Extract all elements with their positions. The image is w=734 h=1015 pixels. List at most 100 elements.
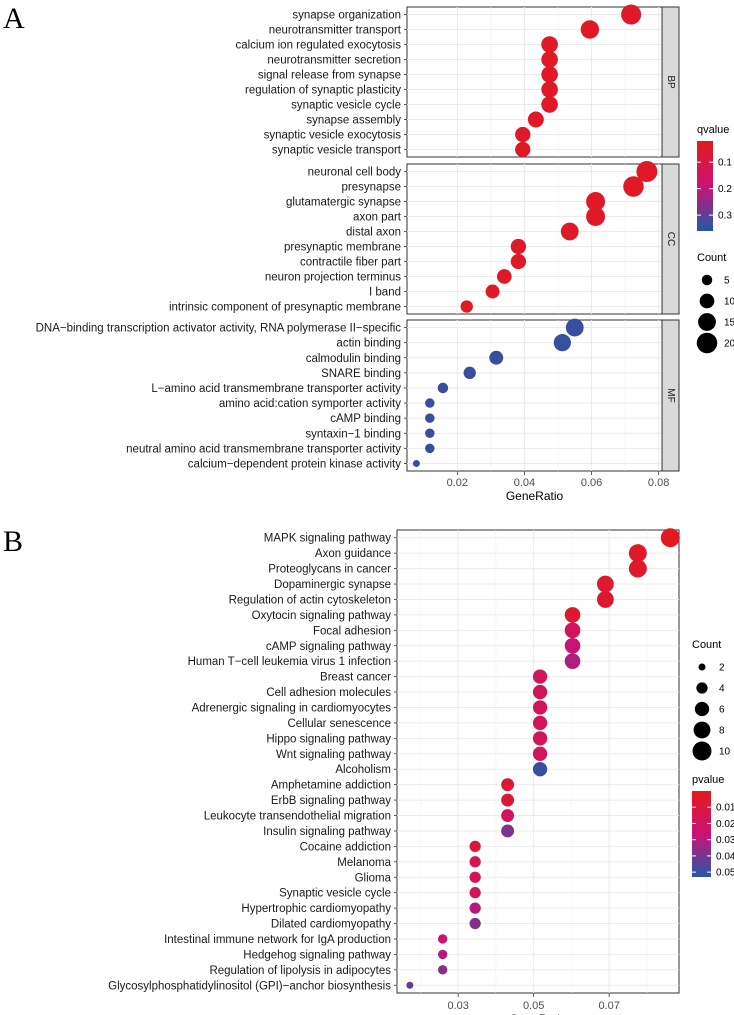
term-label: Dopaminergic synapse [274,579,391,591]
data-point [541,51,558,68]
term-label: Glioma [355,872,392,884]
size-legend-label: 6 [719,705,725,716]
term-label: synapse organization [292,10,401,22]
x-tick-label: 0.08 [648,477,669,489]
data-point [501,778,515,792]
size-legend-label: 10 [724,297,734,308]
data-point [532,684,548,700]
facet-label: MF [665,388,676,402]
facet-strip [661,6,680,158]
facet-panel [406,319,663,472]
size-legend-dot [699,293,715,309]
size-legend-label: 8 [719,726,725,737]
data-point [406,981,414,989]
colorbar-label: 0.1 [718,158,732,169]
term-label: I band [369,287,401,299]
data-point [621,4,642,25]
data-point [469,887,481,899]
colorbar-label: 0.05 [716,868,734,879]
term-label: L−amino acid transmembrane transporter a… [151,383,401,395]
data-point [596,575,614,593]
size-legend-dot [698,313,716,331]
term-label: signal release from synapse [258,70,401,82]
term-label: Hedgehog signaling pathway [243,949,391,961]
term-label: glutamatergic synapse [286,197,401,209]
size-legend-dot [694,701,710,717]
data-point [469,871,481,883]
data-point [437,965,448,975]
data-point [532,731,548,746]
facet-label: BP [665,75,676,89]
data-point [532,762,548,777]
size-legend-dot [696,682,708,694]
size-legend-dot [698,663,706,671]
size-legend-title: Count [697,252,726,264]
data-point [501,793,515,807]
data-point [541,36,558,53]
facet-panel [406,6,663,158]
term-label: MAPK signaling pathway [264,533,391,545]
term-label: neurotransmitter transport [269,25,402,37]
colorbar-label: 0.3 [718,211,732,222]
data-point [564,637,581,654]
term-label: Human T−cell leukemia virus 1 infection [188,656,391,668]
data-point [501,824,515,838]
term-label: synaptic vesicle cycle [291,100,401,112]
colorbar-title: qvalue [697,124,729,136]
data-point [469,902,481,914]
data-point [469,840,481,853]
colorbar-title: pvalue [692,774,724,786]
term-label: regulation of synaptic plasticity [245,85,401,97]
term-label: synaptic vesicle transport [272,145,402,157]
data-point [460,300,473,313]
size-legend-label: 10 [719,747,731,758]
size-legend-label: 20 [724,339,734,350]
facet-label: CC [665,232,676,246]
size-legend-dot [693,721,711,739]
data-point [532,700,548,715]
term-label: Glycosylphosphatidylinositol (GPI)−ancho… [108,980,391,992]
term-label: Adrenergic signaling in cardiomyocytes [192,702,392,714]
panel-b-chart: MAPK signaling pathway Axon guidance Prote… [108,528,734,1015]
term-label: neurotransmitter secretion [267,55,401,67]
term-label: Amphetamine addiction [271,780,391,792]
data-point [586,192,606,211]
data-point [553,334,571,352]
data-point [425,398,435,408]
x-tick-label: 0.07 [598,1000,619,1012]
term-label: ErbB signaling pathway [271,795,391,807]
term-label: synapse assembly [306,115,401,127]
data-point [564,607,581,623]
term-label: neutral amino acid transmembrane transpo… [126,443,401,455]
data-point [515,126,531,143]
term-label: Regulation of actin cytoskeleton [229,594,391,606]
term-label: actin binding [336,338,401,350]
term-label: intrinsic component of presynaptic membr… [169,302,401,314]
term-label: calcium ion regulated exocytosis [235,40,401,52]
data-point [425,428,435,439]
term-label: Wnt signaling pathway [276,749,391,761]
data-point [510,253,527,270]
colorbar-label: 0.03 [716,835,734,846]
term-label: Cocaine addiction [300,841,391,853]
term-label: syntaxin−1 binding [305,428,401,440]
data-point [628,544,647,563]
colorbar-label: 0.02 [716,819,734,830]
term-label: Intestinal immune network for IgA produc… [164,934,391,946]
x-tick-label: 0.02 [447,477,468,489]
data-point [636,161,658,182]
data-point [580,20,600,39]
data-point [660,528,680,548]
colorbar-label: 0.2 [718,184,732,195]
data-point [628,559,647,578]
x-axis-title: GeneRatio [506,489,564,503]
data-point [437,934,448,944]
data-point [469,917,481,930]
data-point [564,622,581,639]
term-label: amino acid:cation symporter activity [219,398,401,410]
term-label: presynaptic membrane [284,242,401,254]
data-point [541,81,558,98]
term-label: cAMP signaling pathway [266,641,391,653]
data-point [425,443,435,454]
